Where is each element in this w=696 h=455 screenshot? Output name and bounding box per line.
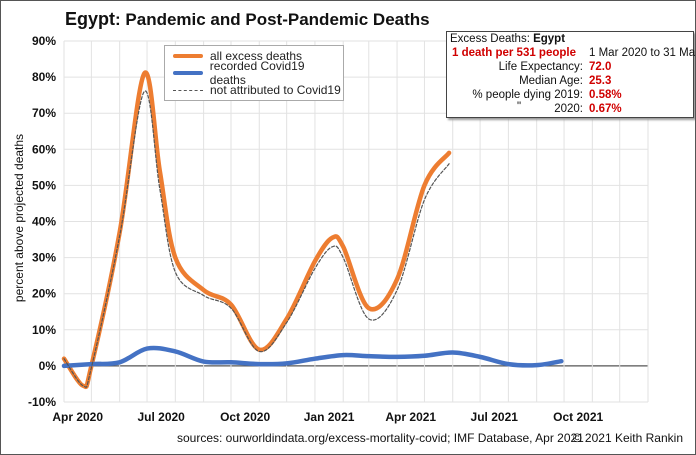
- info-life-exp-label: Life Expectancy:: [498, 61, 583, 73]
- y-tick-label: 30%: [32, 251, 56, 265]
- x-tick-labels: Apr 2020 Jul 2020 Oct 2020 Jan 2021 Apr 2021…: [52, 410, 603, 424]
- x-tick-label: Apr 2021: [385, 410, 436, 424]
- y-tick-label: -10%: [28, 395, 56, 409]
- x-tick-label: Jul 2020: [137, 410, 185, 424]
- info-median-age: 25.3: [589, 75, 612, 87]
- y-tick-label: 70%: [32, 106, 56, 120]
- info-median-age-label: Median Age:: [519, 75, 583, 87]
- legend: all excess deaths recorded Covid19 death…: [164, 45, 344, 101]
- y-tick-label: 60%: [32, 142, 56, 156]
- legend-swatch-dashed: [173, 89, 203, 91]
- chart-title: Egypt: Pandemic and Post-Pandemic Deaths: [65, 9, 430, 30]
- legend-label: not attributed to Covid19: [210, 83, 341, 97]
- series-not-attributed: [63, 90, 450, 388]
- legend-item-recorded-covid: recorded Covid19 deaths: [173, 59, 343, 87]
- info-box: Excess Deaths: Egypt 1 death per 531 peo…: [446, 31, 696, 118]
- y-tick-label: 80%: [32, 70, 56, 84]
- info-dying-2019-label: % people dying 2019:: [472, 89, 583, 101]
- info-dying-2020: 0.67%: [589, 103, 622, 115]
- y-tick-label: 50%: [32, 178, 56, 192]
- title-country: Egypt: [65, 9, 116, 29]
- legend-item-all-excess: all excess deaths: [173, 48, 302, 64]
- x-tick-label: Apr 2020: [52, 410, 103, 424]
- sources-note: sources: ourworldindata.org/excess-morta…: [177, 431, 584, 445]
- y-axis-title: percent above projected deaths: [12, 133, 26, 303]
- info-dying-2020-label: 2020:: [554, 103, 583, 115]
- series-lines: [61, 70, 564, 390]
- series-recorded-covid-deaths: [61, 345, 564, 369]
- legend-item-not-attributed: not attributed to Covid19: [173, 82, 341, 98]
- legend-swatch-orange: [173, 54, 203, 58]
- x-tick-label: Jan 2021: [304, 410, 355, 424]
- y-tick-label: 40%: [32, 215, 56, 229]
- info-life-exp: 72.0: [589, 61, 612, 73]
- legend-label: recorded Covid19 deaths: [209, 59, 305, 87]
- info-country: Egypt: [533, 33, 566, 45]
- y-tick-labels: -10% 0% 10% 20% 30% 40% 50% 60% 70% 80% 90%: [28, 34, 56, 409]
- x-tick-label: Oct 2020: [220, 410, 270, 424]
- info-heading-text: Excess Deaths:: [450, 33, 534, 45]
- info-rate: 1 death per 531 people: [452, 47, 576, 59]
- info-dying-2019: 0.58%: [589, 89, 622, 101]
- series-all-excess-deaths: [61, 70, 452, 390]
- y-tick-label: 10%: [32, 323, 56, 337]
- y-tick-label: 90%: [32, 34, 56, 48]
- x-tick-label: Oct 2021: [553, 410, 603, 424]
- info-heading: Excess Deaths: Egypt: [450, 33, 565, 45]
- legend-swatch-blue: [173, 71, 203, 75]
- y-tick-label: 0%: [39, 359, 57, 373]
- info-ditto: ": [517, 101, 522, 113]
- x-tick-label: Jul 2021: [471, 410, 519, 424]
- legend-label: all excess deaths: [210, 49, 303, 63]
- info-period: 1 Mar 2020 to 31 May 2021: [589, 47, 696, 59]
- copyright-credit: © 2021 Keith Rankin: [572, 431, 683, 445]
- y-tick-label: 20%: [32, 287, 56, 301]
- grid: [63, 40, 649, 403]
- title-text: : Pandemic and Post-Pandemic Deaths: [115, 10, 430, 29]
